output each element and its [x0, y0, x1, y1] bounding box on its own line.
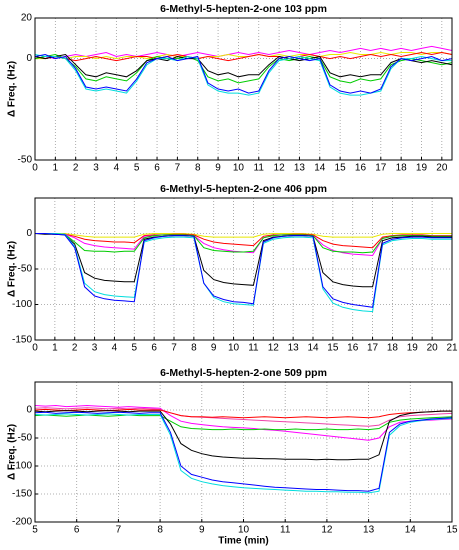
x-tick-label: 3 — [92, 343, 98, 354]
y-tick-label: -150 — [12, 335, 32, 346]
x-tick-label: 11 — [280, 525, 291, 536]
x-tick-label: 15 — [335, 163, 347, 174]
x-tick-label: 15 — [327, 343, 339, 354]
x-tick-label: 13 — [288, 343, 300, 354]
y-tick-label: 0 — [26, 228, 32, 239]
x-tick-label: 6 — [154, 163, 160, 174]
x-tick-label: 8 — [191, 343, 197, 354]
x-tick-label: 1 — [52, 343, 58, 354]
x-axis-label: Time (min) — [218, 536, 268, 547]
series-line — [34, 411, 453, 492]
x-tick-label: 18 — [387, 343, 399, 354]
x-tick-label: 20 — [436, 163, 448, 174]
x-tick-label: 9 — [211, 343, 217, 354]
series-line — [35, 233, 452, 249]
x-tick-label: 0 — [32, 163, 38, 174]
x-tick-label: 6 — [74, 525, 80, 536]
y-axis-label: Δ Freq. (Hz) — [7, 61, 18, 117]
x-tick-label: 16 — [355, 163, 367, 174]
x-tick-label: 13 — [294, 163, 306, 174]
x-tick-label: 8 — [157, 525, 163, 536]
y-tick-label: -50 — [18, 155, 33, 166]
series-line — [34, 53, 453, 78]
series-line — [34, 53, 453, 84]
x-tick-label: 12 — [268, 343, 280, 354]
series-line — [34, 414, 453, 431]
x-tick-label: 16 — [347, 343, 359, 354]
series-line — [34, 54, 452, 96]
y-tick-label: 20 — [21, 13, 33, 24]
x-tick-label: 0 — [32, 343, 38, 354]
plot-frame — [34, 197, 453, 341]
x-tick-label: 8 — [195, 163, 201, 174]
series-line — [35, 233, 452, 308]
x-tick-label: 9 — [199, 525, 205, 536]
x-tick-label: 5 — [132, 343, 138, 354]
series-line — [34, 404, 453, 441]
x-tick-label: 17 — [367, 343, 379, 354]
series-line — [35, 233, 452, 254]
x-tick-label: 7 — [171, 343, 177, 354]
x-tick-label: 17 — [375, 163, 387, 174]
series-line — [34, 45, 453, 60]
x-tick-label: 10 — [233, 163, 245, 174]
x-tick-label: 5 — [32, 525, 38, 536]
x-tick-label: 9 — [215, 163, 221, 174]
x-tick-label: 18 — [396, 163, 408, 174]
series-line — [34, 413, 453, 494]
y-tick-label: -100 — [12, 299, 32, 310]
y-tick-label: -100 — [12, 461, 32, 472]
y-tick-label: 0 — [26, 405, 32, 416]
x-tick-label: 2 — [73, 163, 79, 174]
y-tick-label: 0 — [26, 53, 32, 64]
series-line — [34, 51, 453, 62]
x-tick-label: 1 — [53, 163, 59, 174]
x-tick-label: 14 — [405, 525, 417, 536]
x-tick-label: 4 — [114, 163, 120, 174]
y-axis-label: Δ Freq. (Hz) — [7, 424, 18, 480]
chart-title: 6-Methyl-5-hepten-2-one 103 ppm — [160, 3, 327, 15]
x-tick-label: 19 — [416, 163, 428, 174]
plot-frame — [34, 17, 453, 161]
x-tick-label: 3 — [93, 163, 99, 174]
series-line — [34, 410, 452, 461]
chart-title: 6-Methyl-5-hepten-2-one 406 ppm — [160, 183, 327, 195]
y-axis-label: Δ Freq. (Hz) — [7, 241, 18, 297]
x-tick-label: 12 — [321, 525, 333, 536]
x-tick-label: 10 — [228, 343, 240, 354]
x-tick-label: 7 — [116, 525, 122, 536]
x-tick-label: 10 — [238, 525, 250, 536]
x-tick-label: 5 — [134, 163, 140, 174]
y-tick-label: -50 — [18, 264, 33, 275]
x-tick-label: 11 — [248, 343, 259, 354]
series-line — [35, 51, 453, 60]
series-line — [34, 53, 453, 94]
series-line — [34, 407, 453, 427]
x-tick-label: 2 — [72, 343, 78, 354]
x-tick-label: 21 — [446, 343, 458, 354]
y-tick-label: -50 — [18, 433, 33, 444]
x-tick-label: 20 — [427, 343, 439, 354]
x-tick-label: 11 — [254, 163, 265, 174]
x-tick-label: 6 — [151, 343, 157, 354]
x-tick-label: 14 — [314, 163, 326, 174]
series-line — [35, 233, 452, 238]
x-tick-label: 4 — [112, 343, 118, 354]
y-tick-label: -150 — [12, 489, 32, 500]
x-tick-label: 14 — [307, 343, 319, 354]
x-tick-label: 15 — [446, 525, 458, 536]
x-tick-label: 7 — [175, 163, 181, 174]
x-tick-label: 13 — [363, 525, 375, 536]
x-tick-label: 12 — [274, 163, 286, 174]
plot-frame — [34, 381, 453, 523]
x-tick-label: 19 — [407, 343, 419, 354]
series-line — [34, 233, 452, 288]
y-tick-label: -200 — [12, 517, 32, 528]
chart-title: 6-Methyl-5-hepten-2-one 509 ppm — [160, 367, 327, 379]
